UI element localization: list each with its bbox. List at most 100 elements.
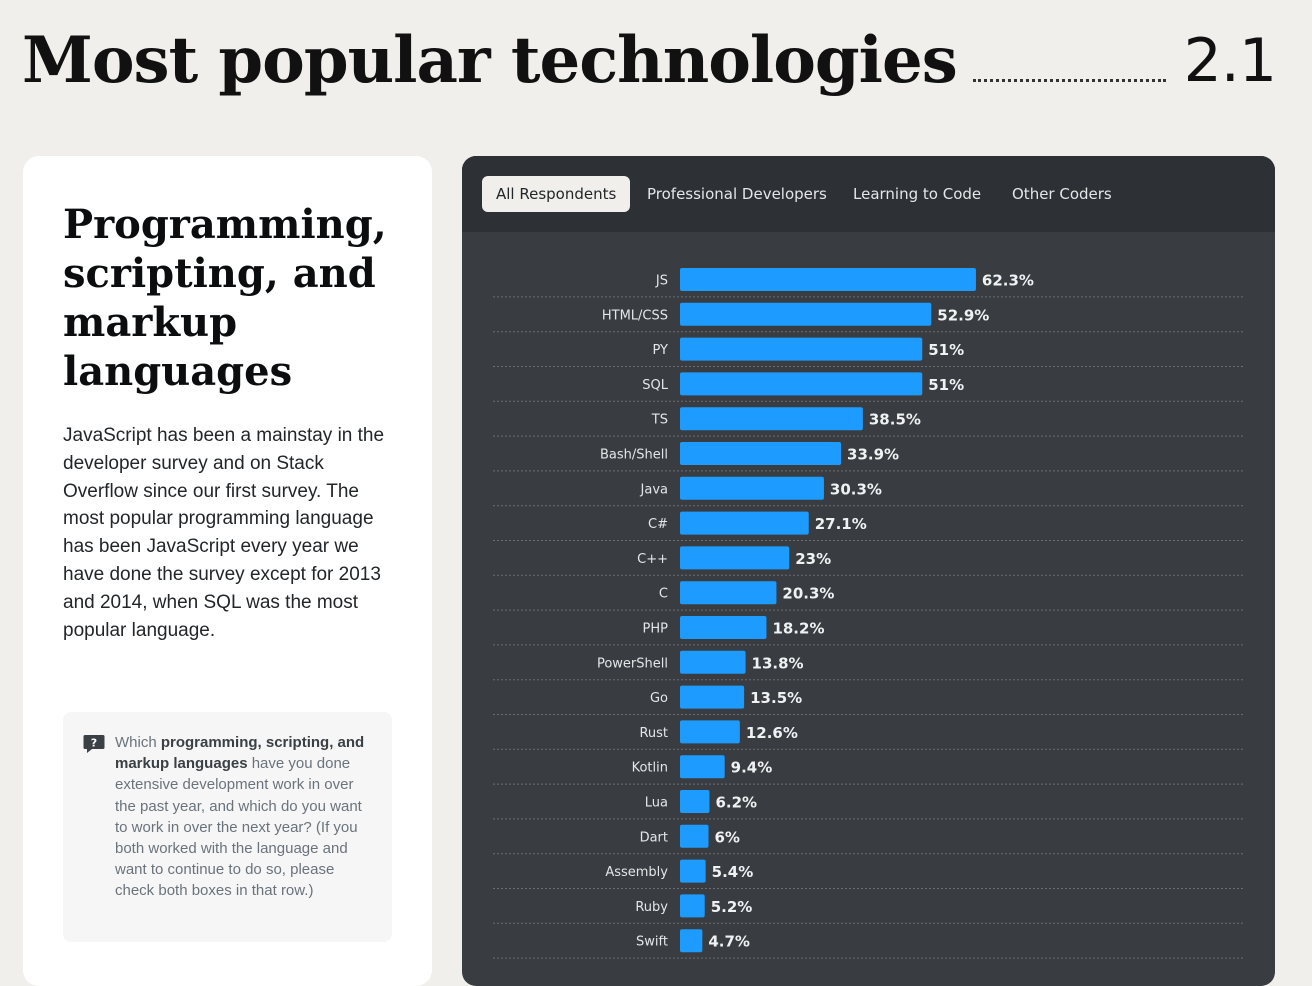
question-topic: programming, scripting, and markup langu… — [115, 734, 365, 773]
bar-row: Assembly 5.4% — [493, 859, 1245, 889]
category-label: Bash/Shell — [600, 448, 668, 463]
bar-row: PowerShell 13.8% — [493, 650, 1245, 681]
value-label: 13.8% — [752, 654, 804, 672]
value-label: 51% — [928, 341, 964, 359]
bar-row: JS 62.3% — [493, 268, 1245, 298]
bar-row: Swift 4.7% — [493, 929, 1245, 959]
bar — [680, 929, 703, 953]
bar — [680, 616, 767, 639]
bar-row: PHP 18.2% — [493, 616, 1245, 646]
value-label: 9.4% — [731, 759, 773, 777]
section-description: JavaScript has been a mainstay in the de… — [63, 425, 385, 641]
category-label: Dart — [640, 830, 668, 845]
bar — [680, 685, 745, 709]
category-label: HTML/CSS — [602, 308, 668, 323]
category-label: Swift — [636, 935, 668, 950]
bar — [680, 372, 923, 396]
value-label: 33.9% — [847, 446, 899, 464]
category-label: Go — [650, 691, 668, 706]
bar — [680, 546, 790, 570]
category-label: Rust — [639, 726, 668, 741]
category-label: C++ — [637, 552, 668, 567]
bar-row: C 20.3% — [493, 581, 1245, 611]
category-label: PHP — [643, 622, 669, 637]
value-label: 6.2% — [715, 794, 757, 812]
bar-row: C++ 23% — [493, 546, 1245, 576]
respondent-tabs: All Respondents Professional Developers … — [462, 156, 1275, 232]
survey-question-text: Which programming, scripting, and markup… — [115, 732, 365, 902]
category-label: C — [659, 587, 668, 602]
title-leader-dots — [972, 78, 1166, 82]
tab-professional-developers[interactable]: Professional Developers — [647, 185, 827, 203]
category-label: JS — [655, 274, 668, 289]
bar-row: SQL 51% — [493, 372, 1245, 402]
value-label: 18.2% — [772, 620, 824, 638]
value-label: 51% — [928, 376, 964, 394]
bar — [680, 824, 709, 848]
value-label: 30.3% — [830, 480, 882, 498]
bar — [680, 407, 863, 431]
tab-other-coders[interactable]: Other Coders — [1012, 185, 1112, 203]
category-label: Ruby — [635, 900, 668, 915]
question-icon: ? — [83, 735, 105, 753]
bar-row: Ruby 5.2% — [493, 894, 1245, 924]
bar — [680, 650, 746, 674]
category-label: Lua — [645, 796, 668, 811]
category-label: Assembly — [605, 865, 668, 880]
bar-row: TS 38.5% — [493, 407, 1245, 437]
bar — [680, 337, 923, 361]
value-label: 20.3% — [782, 585, 834, 603]
value-label: 12.6% — [746, 724, 798, 742]
value-label: 13.5% — [750, 689, 802, 707]
section-number: 2.1 — [1183, 26, 1277, 96]
question-suffix: have you done extensive development work… — [115, 755, 362, 900]
bar-row: PY 51% — [493, 337, 1245, 367]
category-label: C# — [648, 517, 668, 532]
bar-row: Lua 6.2% — [493, 790, 1245, 820]
info-card: Programming, scripting, and markup langu… — [23, 156, 432, 986]
bar — [680, 894, 705, 918]
bar — [680, 442, 842, 465]
value-label: 27.1% — [815, 515, 867, 533]
category-label: Java — [640, 482, 668, 497]
value-label: 5.2% — [711, 898, 753, 916]
languages-bar-chart: JS 62.3% HTML/CSS 52.9% PY 51% SQL 51% TS 38.5% Ba… — [493, 268, 1245, 959]
bar-row: Dart 6% — [493, 824, 1245, 855]
bar — [680, 859, 706, 883]
category-label: SQL — [642, 378, 668, 393]
page-header: Most popular technologies 2.1 — [22, 18, 1277, 100]
page-title: Most popular technologies — [22, 23, 958, 98]
bar-row: Rust 12.6% — [493, 720, 1245, 750]
value-label: 52.9% — [937, 306, 989, 324]
bar-row: Bash/Shell 33.9% — [493, 442, 1245, 472]
category-label: PY — [653, 343, 669, 358]
survey-question-box: ? Which programming, scripting, and mark… — [63, 712, 392, 942]
bar — [680, 755, 725, 779]
section-heading: Programming, scripting, and markup langu… — [63, 201, 387, 395]
bar — [680, 511, 809, 535]
bar-row: Go 13.5% — [493, 685, 1245, 715]
value-label: 62.3% — [982, 272, 1034, 290]
bar-row: C# 27.1% — [493, 511, 1245, 541]
question-prefix: Which — [115, 734, 161, 751]
category-label: Kotlin — [632, 761, 668, 776]
value-label: 6% — [715, 828, 740, 846]
value-label: 38.5% — [869, 411, 921, 429]
bar — [680, 581, 777, 605]
bar — [680, 476, 824, 500]
bar-row: Java 30.3% — [493, 476, 1245, 507]
tab-all-respondents[interactable]: All Respondents — [482, 176, 631, 212]
bar — [680, 268, 976, 291]
bar — [680, 790, 710, 813]
category-label: TS — [651, 413, 668, 428]
bar — [680, 720, 740, 744]
bar-row: HTML/CSS 52.9% — [493, 302, 1245, 333]
category-label: PowerShell — [597, 656, 668, 671]
bar — [680, 302, 932, 326]
tab-learning-to-code[interactable]: Learning to Code — [853, 185, 982, 203]
value-label: 4.7% — [708, 933, 750, 951]
svg-text:?: ? — [91, 737, 97, 750]
value-label: 5.4% — [712, 863, 754, 881]
bar-row: Kotlin 9.4% — [493, 755, 1245, 785]
value-label: 23% — [795, 550, 831, 568]
